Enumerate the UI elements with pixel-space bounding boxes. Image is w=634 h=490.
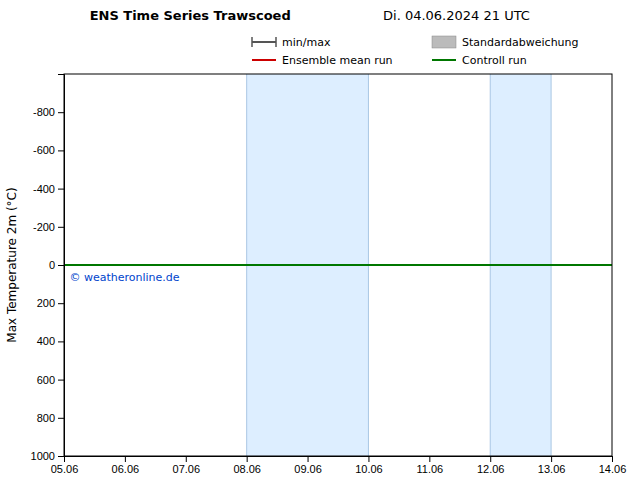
y-tick-mark [58,227,64,228]
series-line [64,264,612,266]
y-tick: 400 [37,335,64,347]
plot-frame [64,74,612,456]
x-tick-mark [490,456,491,462]
y-tick-label: -200 [33,221,55,233]
chart: ENS Time Series Trawscoed Di. 04.06.2024 … [0,0,634,490]
x-tick-mark [308,456,309,462]
y-tick: -800 [33,106,64,118]
legend-label: min/max [282,36,331,49]
x-tick-mark [429,456,430,462]
y-tick-mark [58,380,64,381]
x-tick-label: 07.06 [173,463,201,475]
x-tick-mark [247,456,248,462]
subtitle: Di. 04.06.2024 21 UTC [383,8,530,23]
x-tick-mark [186,456,187,462]
legend-swatch [432,36,456,48]
legend-label: Ensemble mean run [282,54,393,67]
y-tick-label: 0 [49,259,55,271]
legend-item: min/max [252,36,331,49]
y-tick-mark [58,265,64,266]
x-tick-mark [368,456,369,462]
x-tick: 10.06 [355,456,383,475]
y-tick-label: 800 [37,412,55,424]
x-tick: 12.06 [477,456,505,475]
y-tick-label: 1000 [31,450,55,462]
x-tick: 07.06 [173,456,201,475]
y-tick-label: -400 [33,183,55,195]
y-tick: 1000 [31,450,64,462]
legend-swatch [252,41,276,43]
x-axis-line [65,457,613,463]
y-tick-mark [58,456,64,457]
x-tick: 09.06 [294,456,322,475]
x-tick: 11.06 [416,456,443,475]
legend-item: Ensemble mean run [252,54,393,67]
x-tick-label: 08.06 [233,463,261,475]
y-tick-mark [58,189,64,190]
marks [64,74,612,456]
x-tick: 06.06 [112,456,140,475]
y-tick: -400 [33,183,64,195]
y-tick-mark [58,303,64,304]
x-tick-label: 12.06 [477,463,505,475]
y-tick: 800 [37,412,64,424]
plot: 05.06 06.06 07.06 08.06 09.06 10.06 11.06 12.06… [31,74,627,475]
x-tick-label: 06.06 [112,463,140,475]
y-tick-label: 600 [37,374,55,386]
y-tick-label: -600 [33,144,55,156]
series-line [64,264,612,266]
legend-item: Controll run [432,54,527,67]
x-tick-mark [125,456,126,462]
annotation: © weatheronline.de [69,271,179,284]
title: ENS Time Series Trawscoed [90,8,291,23]
y-tick: 600 [37,374,64,386]
legend-label: Standardabweichung [462,36,579,49]
legend-item: Standardabweichung [432,36,579,49]
y-tick: 200 [37,297,64,309]
y-axis-title: Max Temperature 2m (°C) [5,187,19,342]
legend-swatch [252,59,276,61]
x-tick-label: 14.06 [599,463,627,475]
legend-marker [251,37,253,47]
y-tick: 0 [49,259,64,271]
legend-marker [275,37,277,47]
x-tick-label: 11.06 [416,463,443,475]
x-tick: 08.06 [233,456,261,475]
x-tick-label: 05.06 [51,463,79,475]
x-tick-label: 09.06 [294,463,322,475]
y-axis: -800 -600 -400 -200 0 200 400 600 800 1000 [31,75,65,463]
legend-swatch [432,59,456,61]
legend: min/max Standardabweichung Ensemble mean r… [252,36,579,67]
y-tick: -200 [33,221,64,233]
y-tick: -600 [33,144,64,156]
y-tick-label: 400 [37,335,55,347]
legend-label: Controll run [462,54,527,67]
y-tick-mark [58,112,64,113]
y-tick-mark [58,418,64,419]
y-tick-label: -800 [33,106,55,118]
x-tick-label: 13.06 [538,463,566,475]
x-tick: 13.06 [538,456,566,475]
x-tick-mark [612,456,613,462]
y-tick-mark [58,341,64,342]
y-tick-label: 200 [37,297,55,309]
x-tick: 14.06 [599,456,627,475]
x-tick-label: 10.06 [355,463,383,475]
x-tick-mark [551,456,552,462]
x-axis: 05.06 06.06 07.06 08.06 09.06 10.06 11.06 12.06… [51,456,627,475]
y-tick-mark [58,150,64,151]
